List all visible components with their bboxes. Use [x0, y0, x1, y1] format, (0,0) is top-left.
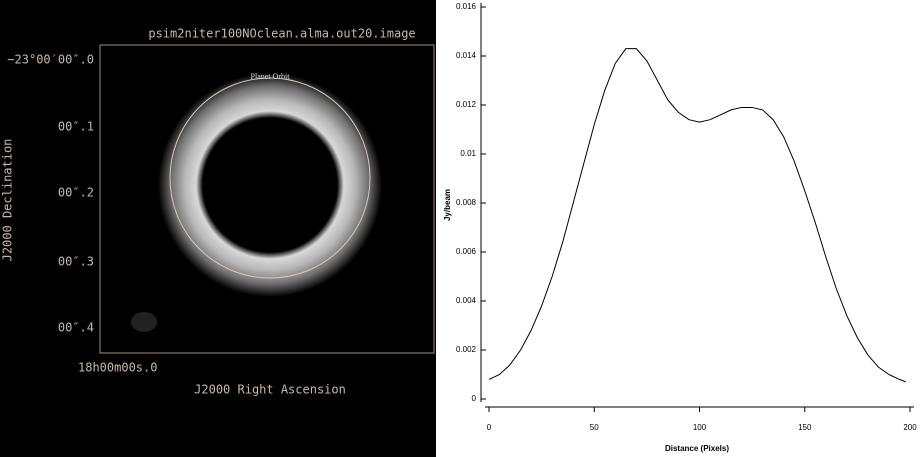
x-tick-label: 100: [693, 423, 707, 432]
y-tick-label: 0.006: [456, 247, 477, 256]
y-tick-label: 0.002: [456, 345, 477, 354]
y-tick-label: 00″.4: [58, 321, 94, 335]
y-tick-label: 00″.1: [58, 120, 94, 134]
y-tick-label: 0.012: [456, 100, 477, 109]
orbit-circle: [169, 77, 371, 279]
y-tick-label: 0.016: [456, 2, 477, 11]
x-tick-label: 50: [590, 423, 599, 432]
y-tick-label: 0.014: [456, 51, 477, 60]
y-tick-label: 0.004: [456, 296, 477, 305]
x-tick-label: 200: [903, 423, 917, 432]
profile-line: [488, 48, 906, 383]
y-tick-label: 00″.2: [58, 186, 94, 200]
image-title: psim2niter100NOclean.alma.out20.image: [148, 27, 415, 41]
y-tick-label: 0: [472, 394, 477, 403]
ring-emission: [158, 73, 382, 297]
y-tick-label: −23°00′00″.0: [7, 53, 94, 67]
y-tick-label: 00″.3: [58, 255, 94, 269]
y-axis-title: Jy/beam: [443, 189, 452, 221]
x-tick-label: 0: [487, 423, 492, 432]
x-axis-title: Distance (Pixels): [665, 444, 729, 453]
x-axis-title: J2000 Right Ascension: [194, 383, 346, 397]
x-tick-label: 18h00m00s.0: [78, 361, 157, 375]
y-tick-label: 0.008: [456, 198, 477, 207]
x-tick-label: 150: [798, 423, 812, 432]
image-frame: [99, 44, 435, 354]
y-axis-title: J2000 Declination: [1, 139, 15, 262]
orbit-label: Planet Orbit: [251, 72, 291, 81]
profile-chart: Distance (Pixels) Jy/beam 0 0.002 0.004 0.0…: [443, 2, 917, 453]
y-tick-label: 0.01: [460, 149, 476, 158]
beam: [131, 312, 157, 332]
sky-image-panel: psim2niter100NOclean.alma.out20.image Pl…: [0, 0, 436, 457]
